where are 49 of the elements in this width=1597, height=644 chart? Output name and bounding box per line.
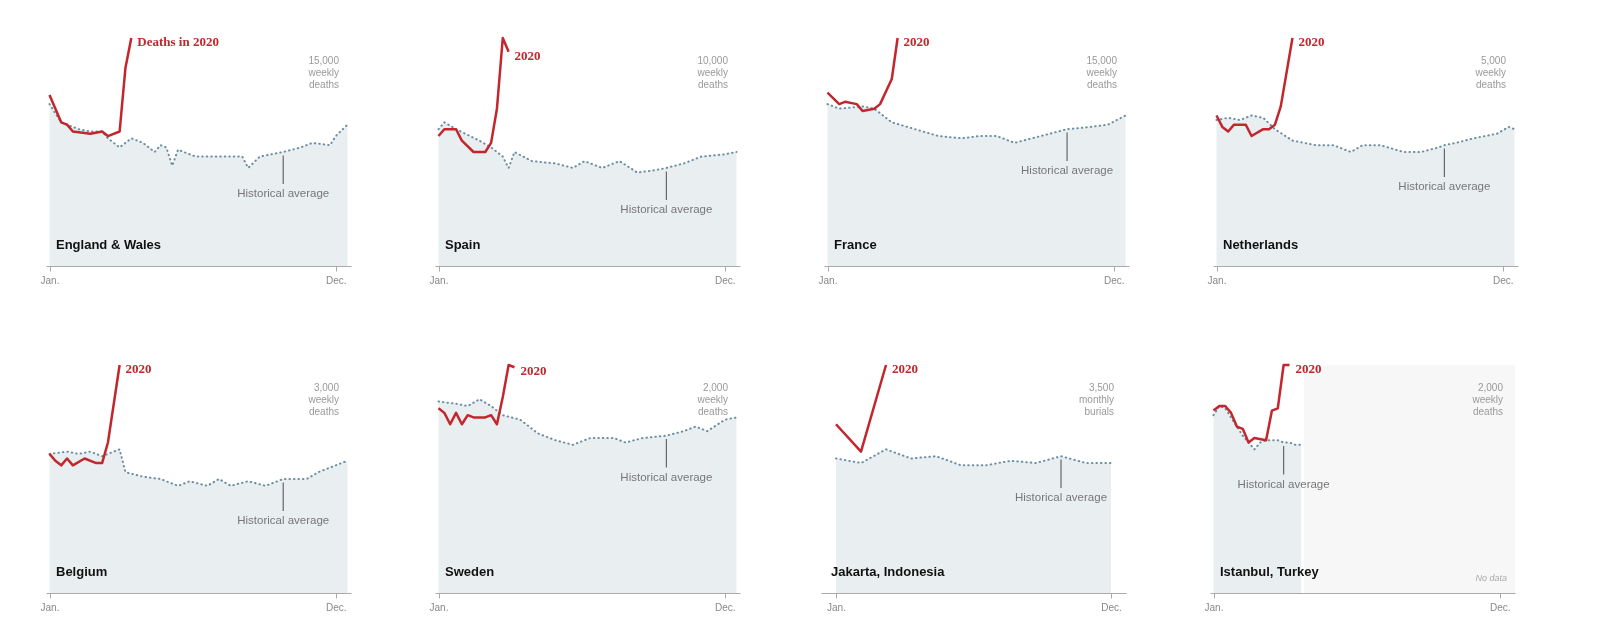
text: Netherlands [1223, 237, 1299, 252]
x-tick-label: Dec. [326, 274, 347, 286]
x-tick-label: Dec. [715, 274, 736, 286]
x-tick-label: Dec. [715, 601, 736, 613]
series-label: Deaths in 2020 [137, 34, 219, 49]
x-tick-label: Dec. [1490, 601, 1511, 613]
series-label: 2020 [514, 47, 541, 63]
annotation: 2,000 weekly deaths [1471, 382, 1504, 417]
annotation: 10,000 weekly deaths [696, 55, 729, 90]
x-tick-label: Jan. [429, 274, 449, 286]
annotation: 3,000 weekly deaths [307, 382, 340, 417]
text: Jakarta, Indonesia [831, 564, 946, 579]
x-tick-label: Jan. [818, 274, 838, 286]
annotation: 5,000 weekly deaths [1474, 55, 1507, 90]
x-tick-label: Jan. [40, 601, 60, 613]
annotation: 15,000 weekly deaths [1085, 55, 1118, 90]
text: Istanbul, Turkey [1220, 564, 1320, 579]
series-label: 2020 [520, 363, 547, 379]
x-tick-label: Dec. [1101, 601, 1122, 613]
annotation: 2,000 weekly deaths [696, 382, 729, 417]
x-tick-label: Jan. [1207, 274, 1227, 286]
annotation: 15,000 weekly deaths [307, 55, 340, 90]
series-label: 2020 [125, 361, 152, 376]
annotation: Historical average [1398, 180, 1491, 193]
text: Belgium [56, 564, 108, 579]
x-tick-label: Dec. [326, 601, 347, 613]
x-tick-label: Jan. [1204, 601, 1224, 613]
annotation: Historical average [1237, 477, 1330, 490]
series-label: 2020 [903, 34, 930, 49]
annotation: 3,500 monthly burials [1078, 382, 1115, 417]
series-label: 2020 [1295, 361, 1322, 376]
annotation: Historical average [1014, 491, 1108, 504]
annotation: Historical average [620, 470, 713, 483]
annotation: Historical average [237, 514, 330, 526]
annotation: Historical average [620, 202, 713, 215]
x-tick-label: Jan. [429, 601, 449, 613]
x-tick-label: Jan. [40, 274, 60, 286]
annotation: Historical average [1021, 164, 1114, 177]
text: France [834, 237, 877, 252]
x-tick-label: Dec. [1493, 274, 1514, 286]
x-tick-label: Dec. [1104, 274, 1125, 286]
annotation: Historical average [237, 187, 330, 199]
text: England & Wales [56, 237, 161, 252]
annotation: No data [1475, 573, 1507, 583]
x-tick-label: Jan. [827, 601, 846, 613]
text: Sweden [445, 564, 495, 579]
text: Spain [445, 237, 481, 252]
series-label: 2020 [1298, 34, 1325, 49]
series-label: 2020 [892, 361, 918, 376]
